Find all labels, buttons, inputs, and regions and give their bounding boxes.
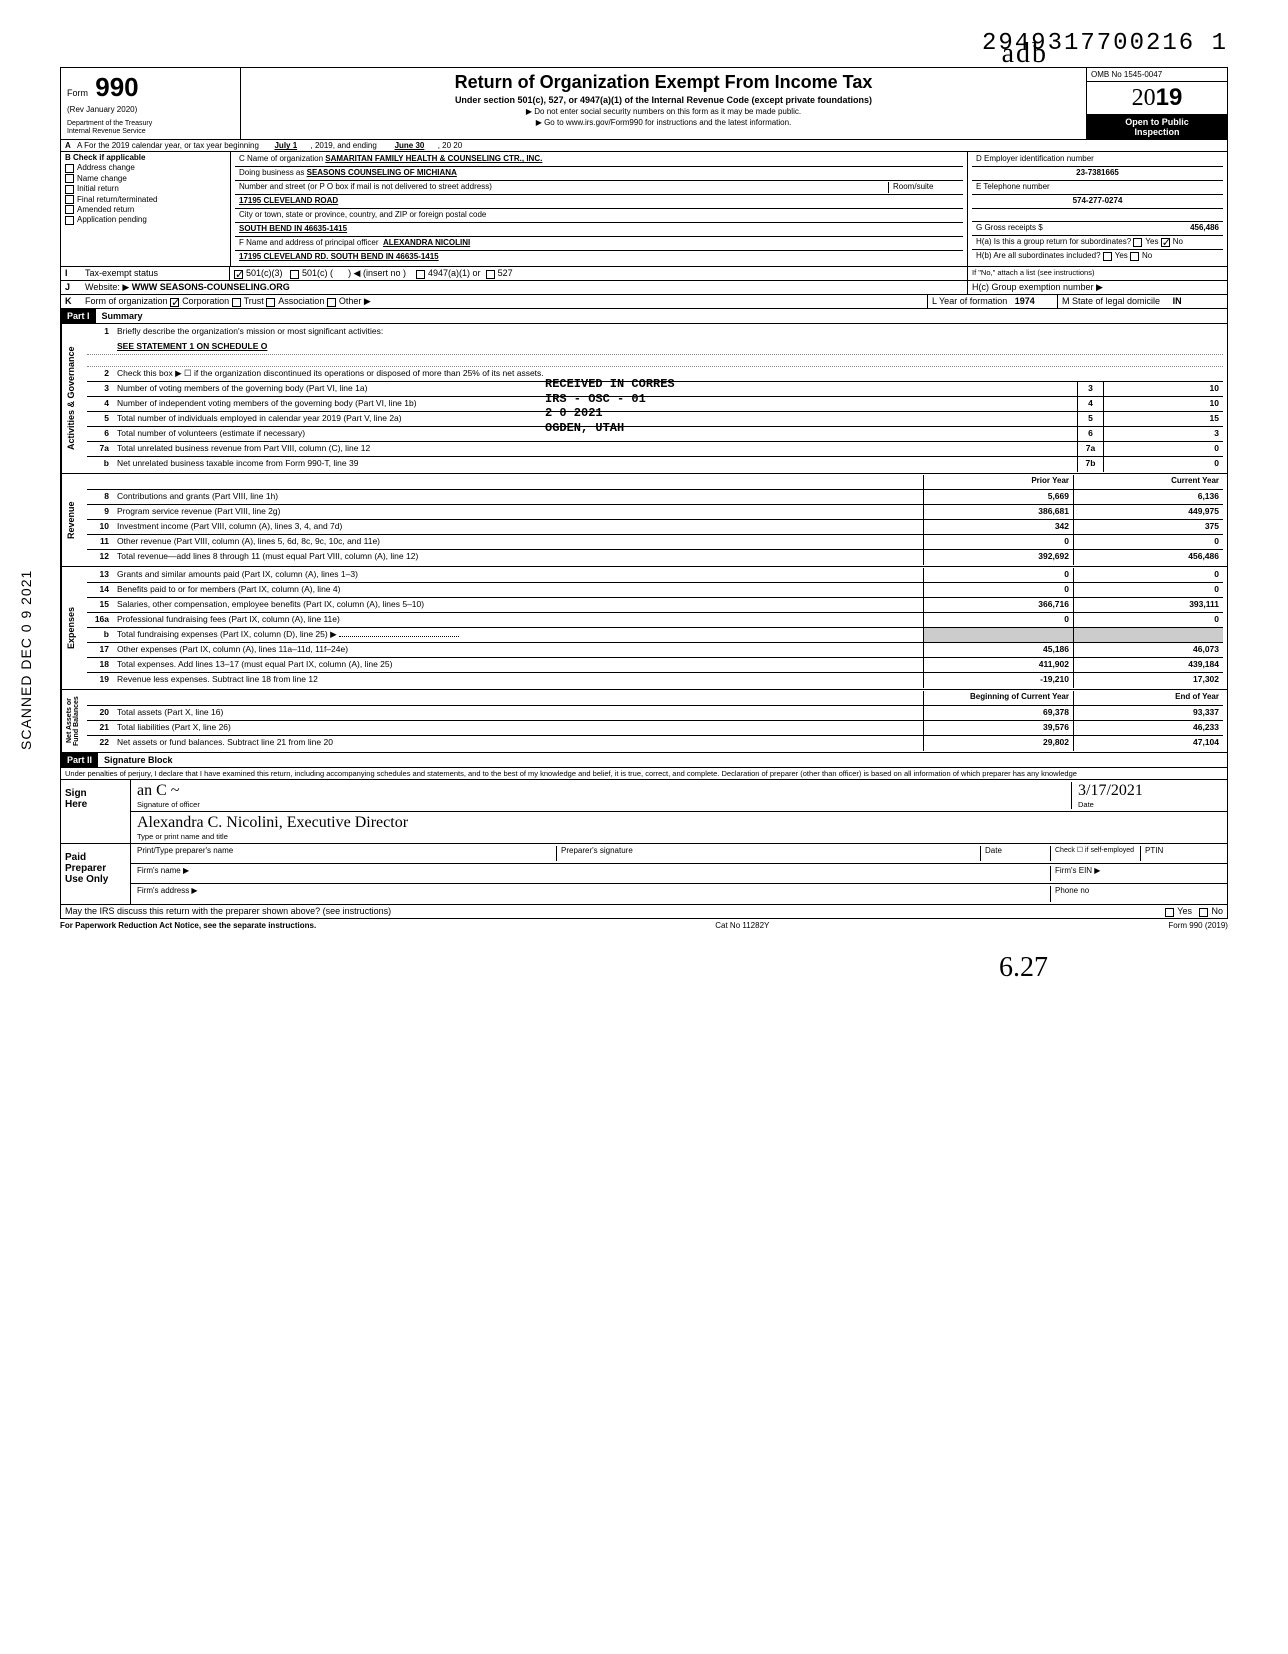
identity-block: B Check if applicable Address change Nam…: [60, 152, 1228, 267]
omb-number: OMB No 1545-0047: [1087, 68, 1227, 82]
chk-527[interactable]: [486, 270, 495, 279]
part1-header: Part I Summary: [60, 309, 1228, 324]
chk-amended[interactable]: [65, 205, 74, 214]
row-a-tax-year: A A For the 2019 calendar year, or tax y…: [60, 140, 1228, 152]
row-i-tax-exempt: I Tax-exempt status 501(c)(3) 501(c) ( )…: [60, 267, 1228, 281]
chk-other[interactable]: [327, 298, 336, 307]
chk-irs-no[interactable]: [1199, 908, 1208, 917]
dept-label: Department of the Treasury Internal Reve…: [67, 120, 234, 135]
section-c-org-info: C Name of organization SAMARITAN FAMILY …: [231, 152, 967, 266]
scanned-stamp: SCANNED DEC 0 9 2021: [18, 570, 34, 750]
perjury-declaration: Under penalties of perjury, I declare th…: [60, 768, 1228, 780]
chk-name-change[interactable]: [65, 174, 74, 183]
open-inspection: Open to Public Inspection: [1087, 115, 1227, 139]
chk-4947[interactable]: [416, 270, 425, 279]
chk-hb-no[interactable]: [1130, 252, 1139, 261]
chk-application-pending[interactable]: [65, 216, 74, 225]
chk-501c3[interactable]: [234, 270, 243, 279]
chk-assoc[interactable]: [266, 298, 275, 307]
chk-trust[interactable]: [232, 298, 241, 307]
chk-address-change[interactable]: [65, 164, 74, 173]
irs-discuss-row: May the IRS discuss this return with the…: [60, 905, 1228, 918]
part1-governance: Activities & Governance 1Briefly describ…: [60, 324, 1228, 474]
part2-header: Part II Signature Block: [60, 753, 1228, 768]
chk-initial-return[interactable]: [65, 185, 74, 194]
right-info-col: D Employer identification number 23-7381…: [967, 152, 1227, 266]
officer-name-typed: Alexandra C. Nicolini, Executive Directo…: [137, 814, 1221, 832]
chk-final-return[interactable]: [65, 195, 74, 204]
chk-irs-yes[interactable]: [1165, 908, 1174, 917]
form-header: Form 990 (Rev January 2020) Department o…: [60, 67, 1228, 140]
chk-ha-no[interactable]: [1161, 238, 1170, 247]
row-j-website: J Website: ▶ WWW SEASONS-COUNSELING.ORG …: [60, 281, 1228, 295]
chk-501c[interactable]: [290, 270, 299, 279]
sign-date: 3/17/2021: [1078, 782, 1221, 800]
chk-corp[interactable]: [170, 298, 179, 307]
part1-net-assets: Net Assets or Fund Balances Beginning of…: [60, 690, 1228, 753]
document-number: 2949317700216 1 adb: [60, 30, 1228, 57]
chk-hb-yes[interactable]: [1103, 252, 1112, 261]
row-k-form-org: K Form of organization Corporation Trust…: [60, 295, 1228, 309]
part1-revenue: Revenue Prior YearCurrent Year 8Contribu…: [60, 474, 1228, 567]
form-title: Return of Organization Exempt From Incom…: [247, 72, 1080, 93]
signature-section: Sign Here an C ~ Signature of officer 3/…: [60, 780, 1228, 905]
initials: adb: [1002, 38, 1048, 70]
bottom-handwriting: 6.27: [60, 952, 1228, 984]
part1-expenses: Expenses 13Grants and similar amounts pa…: [60, 567, 1228, 690]
officer-signature: an C ~: [137, 782, 1071, 800]
page-footer: For Paperwork Reduction Act Notice, see …: [60, 919, 1228, 932]
chk-ha-yes[interactable]: [1133, 238, 1142, 247]
section-b-checkboxes: B Check if applicable Address change Nam…: [61, 152, 231, 266]
